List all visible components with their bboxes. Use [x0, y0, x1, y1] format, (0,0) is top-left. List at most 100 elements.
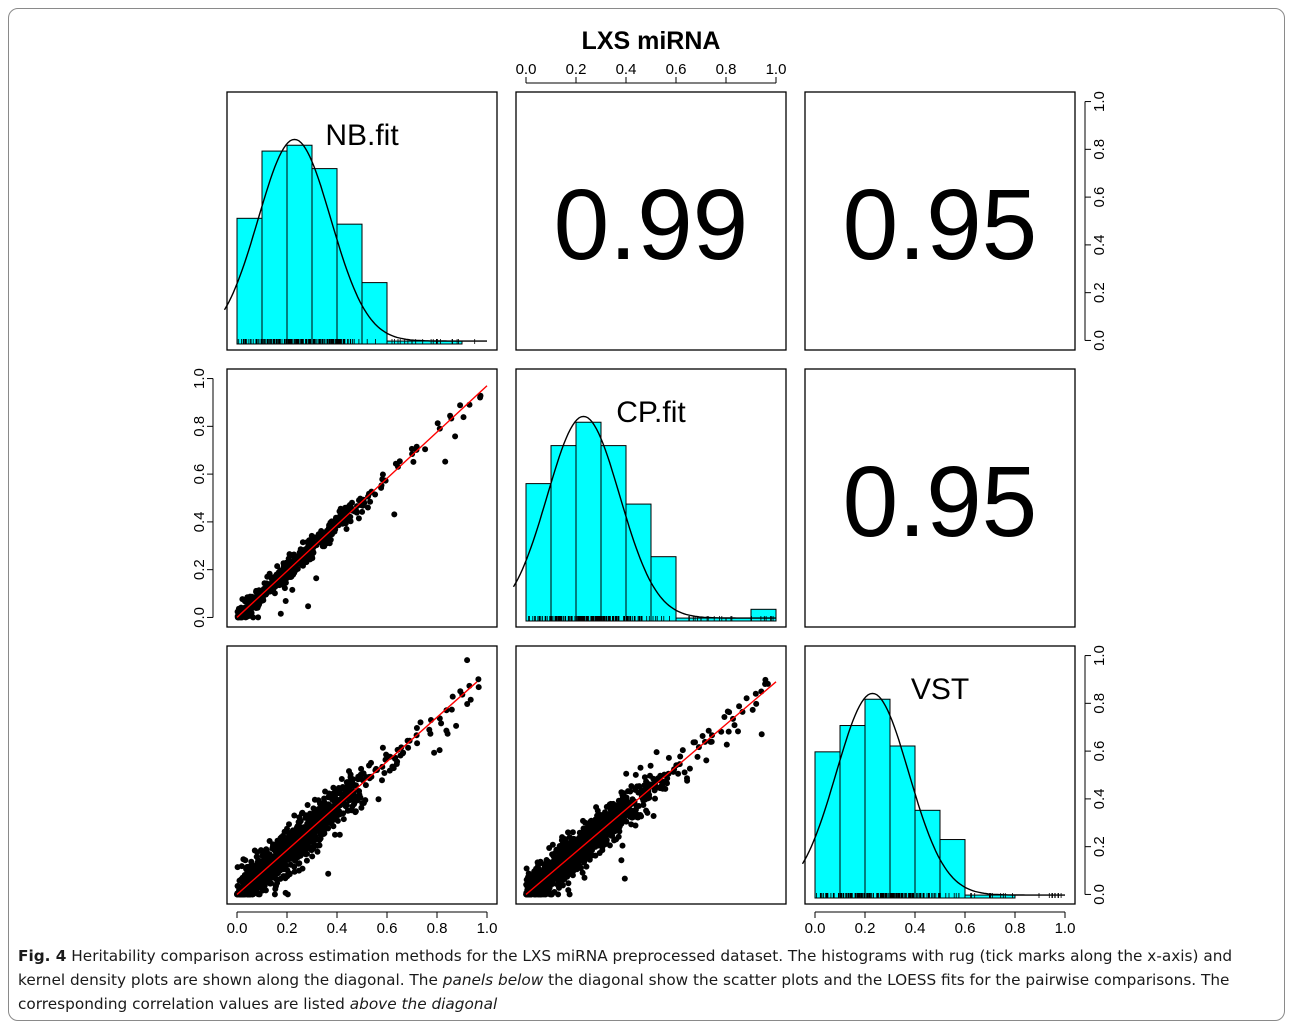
scatter-point [292, 857, 299, 864]
scatter-point [552, 862, 559, 869]
scatter-point [355, 515, 362, 522]
tick-label: 0.8 [1091, 139, 1108, 160]
tick-label: 0.2 [855, 920, 876, 937]
scatter-point [616, 828, 623, 835]
correlation-value: 0.99 [554, 169, 749, 281]
scatter-point [321, 806, 328, 813]
histogram-bar [311, 168, 338, 345]
panel-box-r1-c0 [226, 368, 498, 628]
variable-label: NB.fit [325, 119, 399, 152]
scatter-point [690, 739, 697, 746]
panel-box-r1-c2 [804, 368, 1076, 628]
tick-label: 1.0 [477, 920, 498, 937]
scatter-point [286, 821, 292, 828]
scatter-point [343, 526, 350, 532]
scatter-point [438, 720, 445, 727]
density-curve [223, 138, 487, 342]
scatter-point [299, 552, 306, 559]
scatter-point [328, 528, 335, 534]
scatter-point [644, 809, 651, 816]
scatter-point [541, 881, 548, 888]
x-axis-top: 0.0 0.2 0.4 0.6 0.8 1.0 [516, 61, 786, 84]
scatter-point [593, 804, 600, 811]
figure-caption: Fig. 4 Heritability comparison across es… [18, 944, 1273, 1016]
scatter-point [334, 817, 341, 824]
scatter-point [726, 709, 733, 716]
scatter-point [536, 888, 543, 894]
scatter-point [318, 530, 325, 537]
scatter-point [307, 542, 314, 549]
scatter-point [586, 856, 593, 863]
scatter-point [314, 848, 321, 855]
scatter-point [457, 402, 464, 409]
histogram-bar [600, 445, 627, 622]
scatter-point [434, 420, 441, 427]
scatter-point [604, 830, 611, 837]
scatter-point [347, 518, 354, 525]
scatter-point [627, 788, 634, 795]
histogram-nb-fit: NB.fit [223, 119, 487, 345]
scatter-point [447, 412, 454, 419]
scatter-point [285, 567, 292, 574]
scatter-point [558, 848, 565, 855]
scatter-point [579, 869, 586, 876]
caption-emphasis-2: above the diagonal [349, 995, 498, 1013]
scatter-point [381, 770, 388, 776]
scatter-point [281, 585, 288, 592]
scatter-point [291, 812, 298, 819]
loess-fit-line [236, 681, 478, 895]
tick-label: 0.2 [1091, 836, 1108, 857]
scatter-point [652, 795, 658, 802]
tick-label: 0.8 [1091, 693, 1108, 714]
scatter-point [292, 558, 299, 565]
scatter-point [650, 775, 657, 782]
tick-label: 0.0 [1091, 330, 1108, 351]
scatter-point [305, 603, 312, 610]
scatter-point [653, 749, 660, 756]
histogram-bar [336, 223, 363, 345]
tick-label: 0.8 [1005, 920, 1026, 937]
scatter-point [559, 882, 566, 889]
scatter-point [287, 832, 294, 839]
histogram-bar [625, 503, 652, 622]
scatter-point [632, 771, 639, 778]
scatter-point [606, 801, 613, 808]
scatter-point [539, 871, 546, 878]
scatter-point [399, 750, 406, 757]
scatter-point [410, 458, 417, 465]
scatter-point [284, 873, 291, 880]
scatter-point [608, 831, 615, 838]
scatter-point [241, 872, 248, 878]
panel-box-r2-c2 [804, 645, 1076, 905]
scatter-point [372, 491, 379, 498]
scatter-point [392, 460, 399, 467]
scatter-point [662, 785, 669, 792]
scatter-point [464, 701, 471, 707]
scatter-point [299, 865, 306, 872]
scatter-point [379, 471, 386, 478]
tick-label: 0.6 [666, 61, 687, 78]
scatter-point [549, 880, 556, 887]
scatter-point [304, 802, 311, 808]
scatter-point [310, 805, 317, 812]
scatter-point [346, 768, 352, 775]
histogram-bar [839, 725, 866, 899]
scatter-point [315, 537, 322, 544]
scatter-point [281, 855, 288, 862]
scatter-point [581, 874, 588, 881]
scatter-point [259, 878, 266, 885]
scatter-point [315, 797, 322, 804]
scatter-point [271, 846, 278, 853]
histogram-cp-fit: CP.fit [512, 396, 777, 622]
scatter-point [622, 797, 628, 804]
scatter-point [378, 482, 385, 489]
scatter-point [252, 870, 259, 877]
scatter-point [600, 819, 607, 826]
scatter-point [615, 833, 622, 840]
scatter-panel-nb-fit-vs-vst [234, 657, 482, 898]
scatter-point [297, 852, 304, 859]
scatter-point [725, 728, 732, 735]
scatter-point [565, 829, 571, 836]
scatter-point [628, 807, 635, 814]
scatter-point [268, 880, 275, 887]
